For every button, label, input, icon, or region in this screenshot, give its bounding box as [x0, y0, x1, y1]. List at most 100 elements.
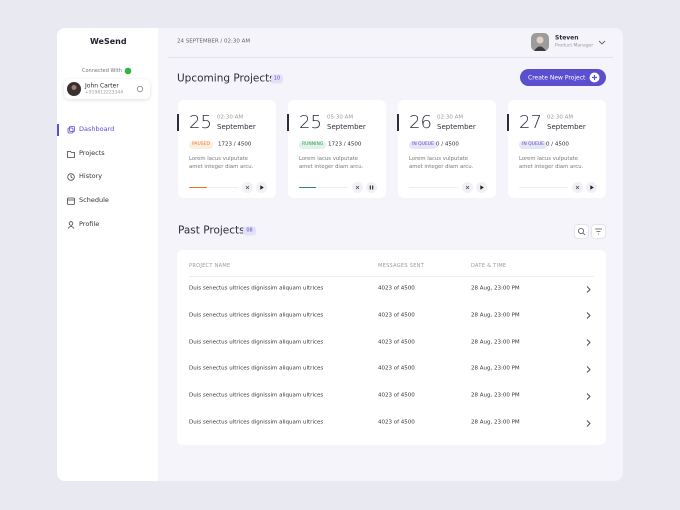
project-card [288, 100, 386, 198]
refresh-icon[interactable] [136, 85, 144, 93]
header-avatar [531, 33, 549, 51]
header-user-role: Product Manager [555, 43, 594, 49]
play-triangle [590, 185, 594, 190]
table-cell: Duis senectus ultrices dignissim aliquam… [189, 419, 324, 426]
sidebar [57, 28, 158, 481]
header-user-name: Steven [555, 34, 579, 42]
play-button[interactable] [476, 182, 487, 193]
nav-icon [67, 126, 75, 134]
refresh-circle [136, 85, 144, 93]
progress-track [519, 186, 568, 188]
card-accent [397, 114, 399, 131]
user-box[interactable] [64, 79, 150, 99]
filter-lines [595, 228, 602, 235]
cancel-button[interactable] [352, 182, 363, 193]
card-day: 25 [299, 112, 322, 134]
nav-item[interactable]: Dashboard [79, 125, 115, 134]
search-handle [582, 232, 586, 236]
past-table [177, 250, 606, 445]
play-button[interactable] [586, 182, 597, 193]
search-button[interactable] [574, 224, 589, 239]
nav-icon [67, 173, 75, 181]
whatsapp-dot [124, 67, 132, 75]
cancel-button[interactable] [462, 182, 473, 193]
header-chevron[interactable] [598, 40, 606, 45]
status-badge: IN QUEUE [519, 141, 547, 149]
card-month: September [217, 122, 256, 131]
table-cell: Duis senectus ultrices dignissim aliquam… [189, 285, 324, 292]
nav-icon [67, 151, 75, 158]
column-header: PROJECT NAME [189, 263, 231, 269]
avatar-face [536, 36, 544, 44]
progress-fill [299, 186, 317, 188]
card-day: 26 [409, 112, 432, 134]
user-name: John Carter [85, 82, 119, 90]
card-accent [287, 114, 289, 131]
play-button[interactable] [256, 182, 267, 193]
icon-shape [70, 175, 73, 179]
status-badge: PAUSED [189, 141, 213, 149]
pause-button[interactable] [366, 182, 377, 193]
user-phone: +919812223344 [85, 90, 124, 96]
nav-item[interactable]: History [79, 172, 103, 181]
nav-icon [67, 197, 75, 205]
row-chevron[interactable] [586, 285, 591, 293]
table-cell: 4023 of 4500 [378, 366, 415, 373]
nav-item[interactable]: Projects [79, 149, 105, 158]
card-month: September [327, 122, 366, 131]
nav-item[interactable]: Schedule [79, 196, 109, 205]
card-day: 27 [519, 112, 542, 134]
cancel-x [245, 185, 250, 190]
progress-track [299, 186, 348, 188]
row-chevron[interactable] [586, 339, 591, 346]
card-time: 02:30 AM [437, 114, 464, 121]
table-cell: 4023 of 4500 [378, 419, 415, 426]
chevron-path [586, 285, 591, 293]
icon-shape [67, 151, 75, 158]
column-header: MESSAGES SENT [378, 263, 425, 269]
cancel-x [355, 185, 360, 190]
chevron-path [586, 312, 591, 320]
table-cell: 28 Aug, 23:00 PM [471, 366, 520, 373]
status-badge: IN QUEUE [409, 141, 437, 149]
cancel-button[interactable] [242, 182, 253, 193]
table-cell: 28 Aug, 23:00 PM [471, 285, 520, 292]
chevron-path [586, 366, 591, 373]
filter-icon [595, 228, 602, 235]
search-icon [578, 228, 586, 236]
progress-fill [189, 186, 207, 188]
cancel-x [575, 185, 580, 190]
nav-item[interactable]: Profile [79, 220, 100, 229]
icon-shape [67, 127, 74, 134]
column-header: DATE & TIME [471, 263, 507, 269]
row-chevron[interactable] [586, 312, 591, 320]
project-card [508, 100, 606, 198]
progress-track [409, 186, 458, 188]
chevron-path [586, 339, 591, 346]
project-card [398, 100, 496, 198]
card-month: September [547, 122, 586, 131]
past-count: 08 [243, 226, 256, 236]
card-month: September [437, 122, 476, 131]
table-cell: 4023 of 4500 [378, 285, 415, 292]
card-description: Lorem lacus vulputate amet integer diam … [409, 156, 474, 170]
pause-bars [369, 185, 374, 190]
table-cell: Duis senectus ultrices dignissim aliquam… [189, 366, 324, 373]
create-button[interactable] [520, 69, 606, 86]
table-cell: 28 Aug, 23:00 PM [471, 392, 520, 399]
cancel-button[interactable] [572, 182, 583, 193]
table-cell: 28 Aug, 23:00 PM [471, 312, 520, 319]
card-time: 02:30 AM [547, 114, 574, 121]
active-indicator [57, 124, 59, 136]
icon-shape [67, 197, 75, 205]
row-chevron[interactable] [586, 366, 591, 373]
play-triangle [260, 185, 264, 190]
table-cell: 28 Aug, 23:00 PM [471, 419, 520, 426]
card-description: Lorem lacus vulputate amet integer diam … [299, 156, 364, 170]
header-datetime: 24 SEPTEMBER / 02:30 AM [177, 38, 251, 45]
row-chevron[interactable] [586, 392, 591, 400]
row-chevron[interactable] [586, 419, 591, 427]
icon-shape [68, 221, 74, 226]
past-title: Past Projects [178, 224, 245, 237]
card-day: 25 [189, 112, 212, 134]
